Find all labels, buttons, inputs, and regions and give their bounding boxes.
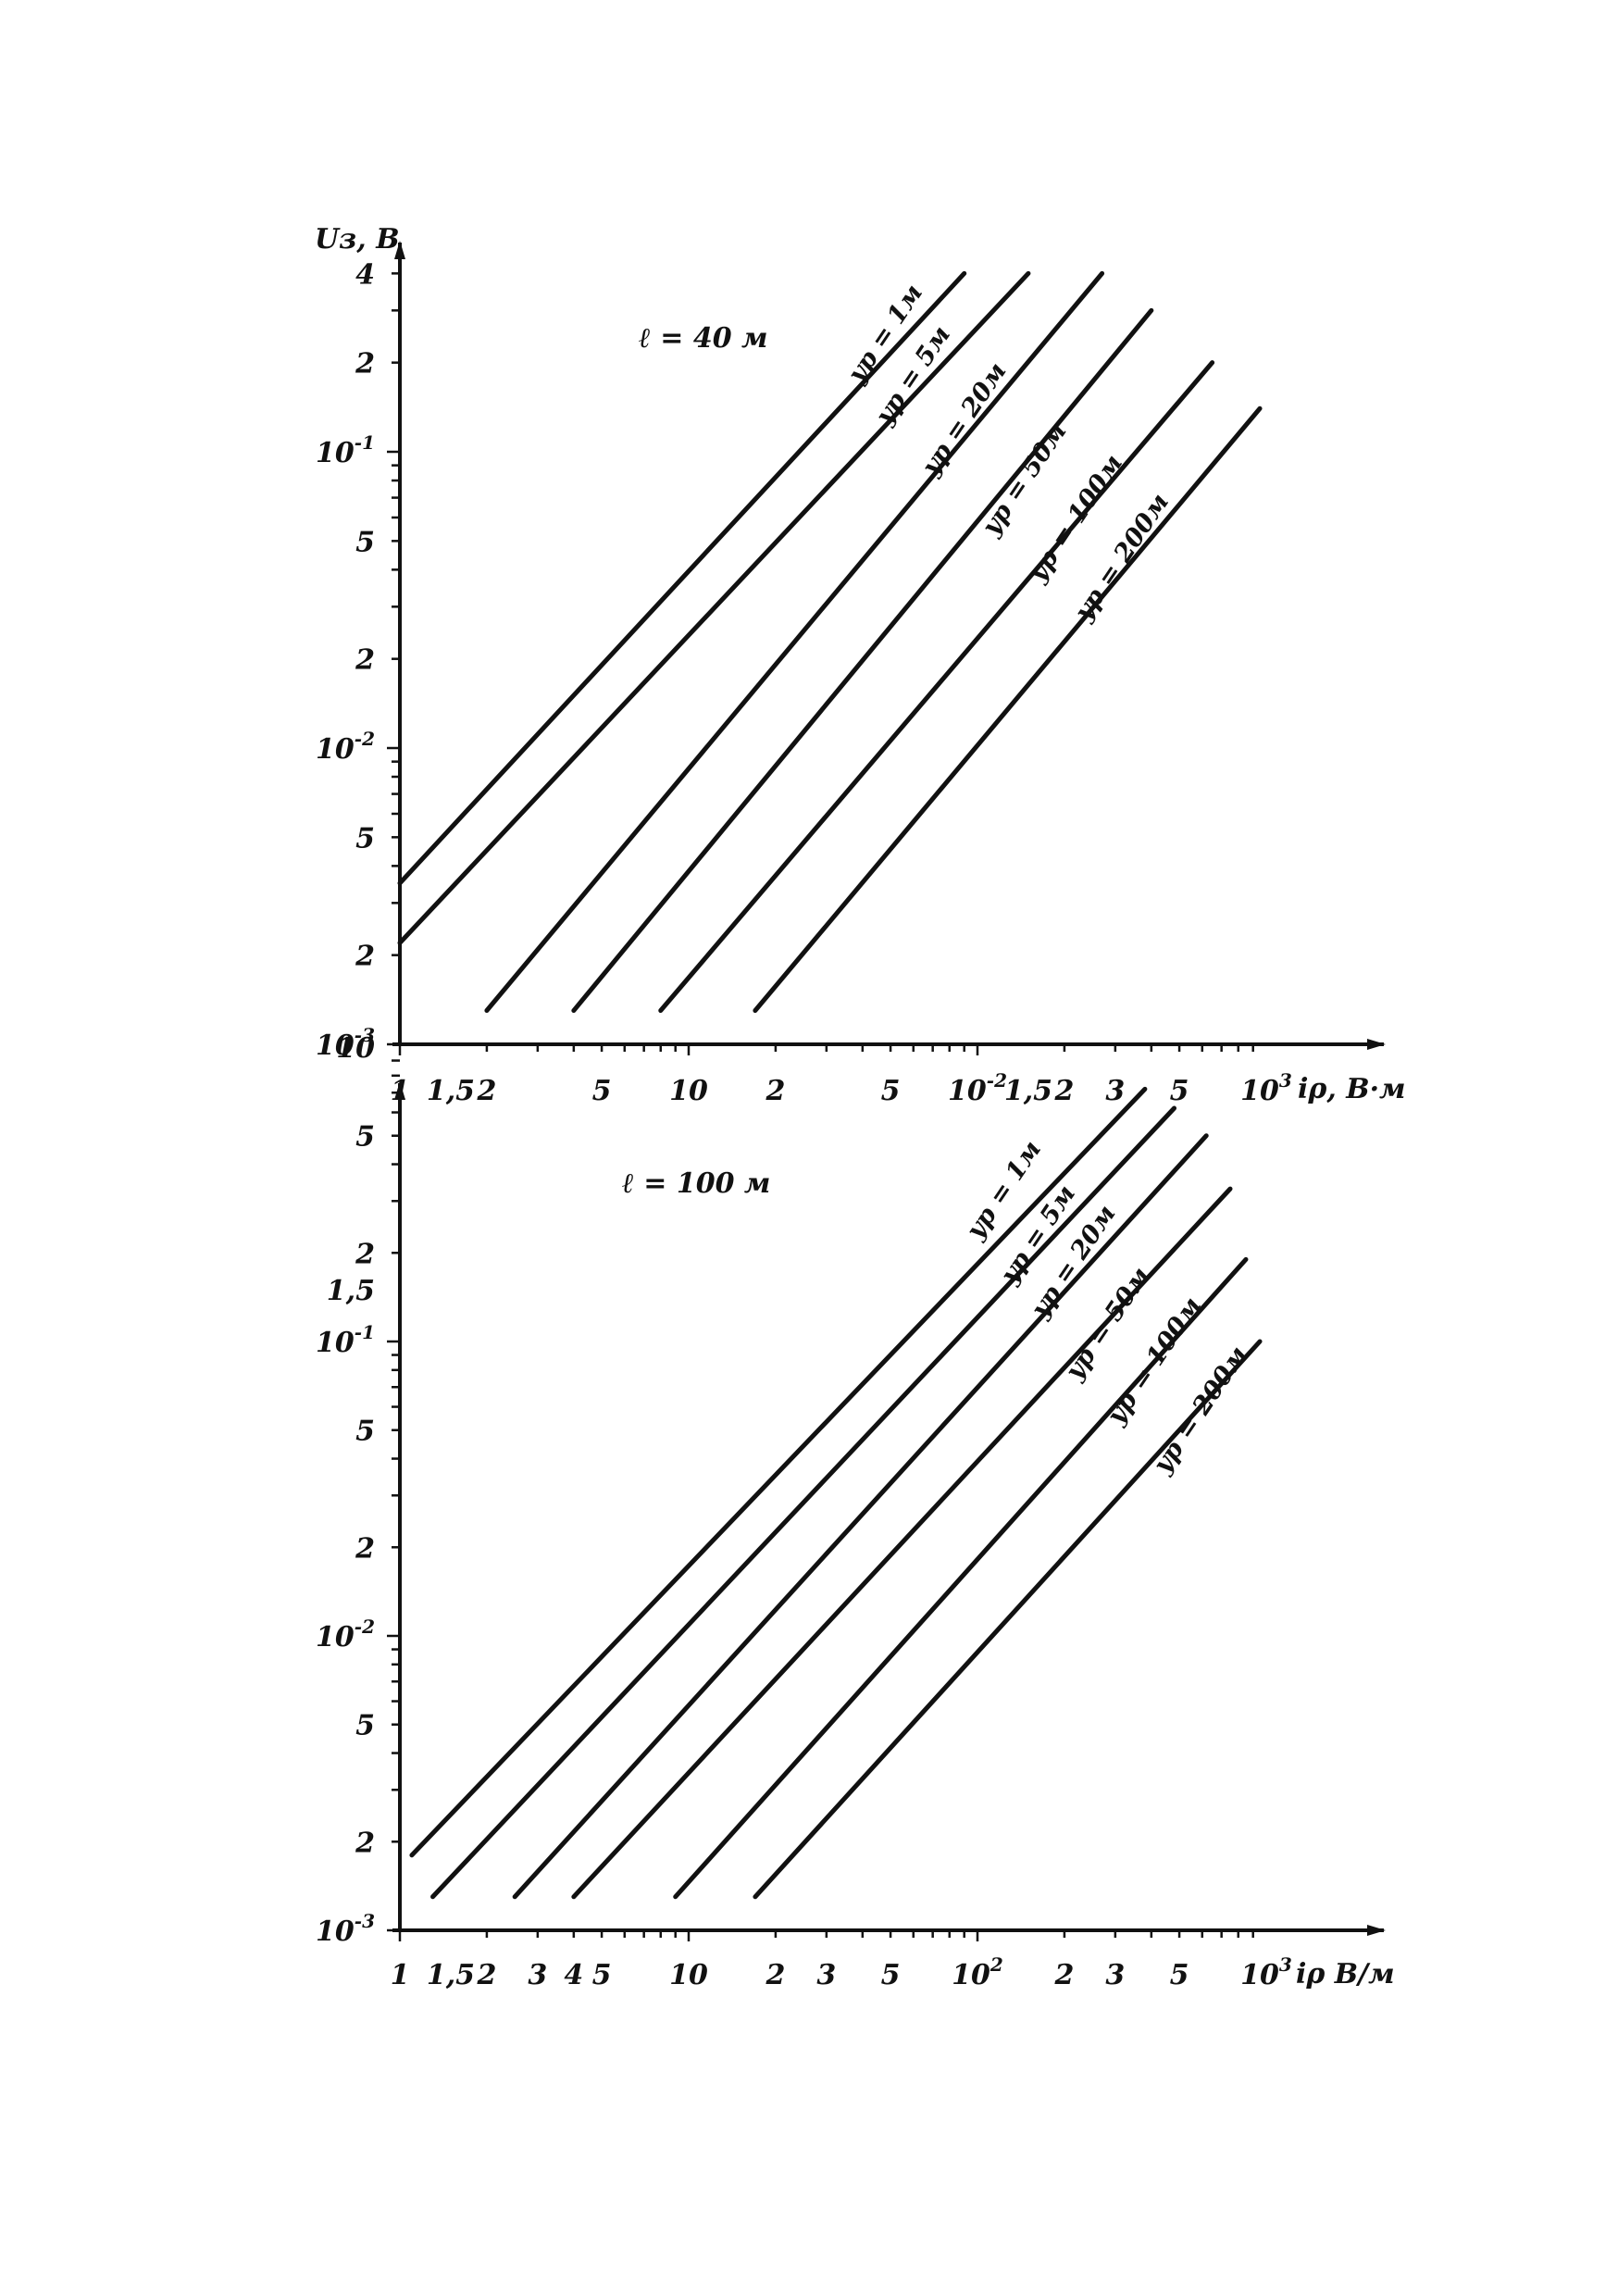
y-tick-label: 5 bbox=[355, 1121, 375, 1154]
y-tick-label: 10-2 bbox=[316, 728, 375, 766]
x-tick-label: 2 bbox=[765, 1959, 785, 1991]
y-tick-label: 10-2 bbox=[316, 1616, 375, 1653]
x-tick-label: 1,5 bbox=[1004, 1075, 1052, 1107]
x-tick-label: 5 bbox=[592, 1959, 612, 1991]
y-tick-label: 4 bbox=[355, 258, 375, 291]
x-tick-label: 10 bbox=[669, 1075, 708, 1107]
y-tick-label: 5 bbox=[355, 1416, 375, 1448]
x-axis-label: iρ В/м bbox=[1296, 1958, 1395, 1990]
x-axis-label: iρ, В·м bbox=[1298, 1073, 1406, 1105]
x-tick-label: 1,5 bbox=[427, 1959, 475, 1991]
series-line bbox=[753, 1339, 1263, 1900]
y-tick-label: 2 bbox=[355, 1827, 375, 1859]
x-tick-label: 2 bbox=[476, 1075, 496, 1107]
y-tick-label: 10-1 bbox=[316, 431, 375, 469]
x-tick-label: 2 bbox=[476, 1959, 496, 1991]
x-tick-label: 3 bbox=[528, 1959, 547, 1991]
y-tick-label: 10 bbox=[336, 1032, 375, 1065]
x-tick-label: 5 bbox=[881, 1075, 901, 1107]
x-tick-label: 5 bbox=[592, 1075, 612, 1107]
series-line bbox=[658, 360, 1215, 1014]
y-tick-label: 10-1 bbox=[316, 1321, 375, 1359]
y-tick-label: 5 bbox=[355, 1710, 375, 1742]
y-tick-label: 1,5 bbox=[327, 1275, 375, 1307]
series-line bbox=[673, 1256, 1249, 1900]
series-line bbox=[571, 1186, 1233, 1900]
y-tick-label: 2 bbox=[355, 941, 375, 973]
y-tick-label: 5 bbox=[355, 822, 375, 855]
series-line bbox=[512, 1133, 1209, 1900]
series-line bbox=[397, 270, 1031, 945]
y-tick-label: 5 bbox=[355, 526, 375, 558]
x-tick-label: 3 bbox=[1105, 1075, 1125, 1107]
x-tick-label: 102 bbox=[952, 1953, 1003, 1991]
series-line bbox=[409, 1086, 1148, 1858]
x-tick-label: 1 bbox=[391, 1959, 410, 1991]
y-tick-label: 2 bbox=[355, 1532, 375, 1565]
x-tick-label: 2 bbox=[765, 1075, 785, 1107]
x-tick-label: 5 bbox=[881, 1959, 901, 1991]
y-tick-label: 2 bbox=[355, 348, 375, 381]
x-tick-label: 10-2 bbox=[948, 1069, 1007, 1107]
x-tick-label: 2 bbox=[1053, 1959, 1074, 1991]
x-tick-label: 4 bbox=[564, 1959, 583, 1991]
series-line bbox=[397, 270, 967, 886]
x-tick-label: 103 bbox=[1240, 1069, 1292, 1107]
y-tick-label: 10-3 bbox=[316, 1910, 375, 1948]
chart-title: ℓ = 100 м bbox=[622, 1167, 770, 1200]
x-tick-label: 103 bbox=[1240, 1953, 1292, 1991]
series-line bbox=[753, 406, 1263, 1014]
x-tick-label: 5 bbox=[1170, 1075, 1189, 1107]
y-axis-label: Uз, В bbox=[315, 223, 400, 256]
y-tick-label: 2 bbox=[355, 644, 375, 677]
x-tick-label: 3 bbox=[816, 1959, 836, 1991]
series-line bbox=[571, 307, 1154, 1014]
x-tick-label: 1,5 bbox=[427, 1075, 475, 1107]
x-tick-label: 10 bbox=[669, 1959, 708, 1991]
series-line bbox=[430, 1105, 1177, 1900]
chart-title: ℓ = 40 м bbox=[639, 322, 768, 355]
y-tick-label: 2 bbox=[355, 1238, 375, 1270]
x-tick-label: 5 bbox=[1170, 1959, 1189, 1991]
series-line bbox=[484, 270, 1105, 1014]
x-tick-label: 2 bbox=[1053, 1075, 1074, 1107]
x-tick-label: 3 bbox=[1105, 1959, 1125, 1991]
